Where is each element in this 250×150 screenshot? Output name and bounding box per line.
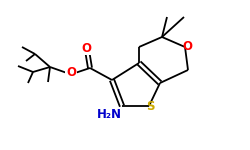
Text: O: O	[66, 66, 76, 80]
Text: H₂N: H₂N	[96, 108, 122, 120]
Text: O: O	[81, 42, 91, 54]
Text: O: O	[182, 39, 192, 52]
Text: S: S	[146, 100, 154, 114]
